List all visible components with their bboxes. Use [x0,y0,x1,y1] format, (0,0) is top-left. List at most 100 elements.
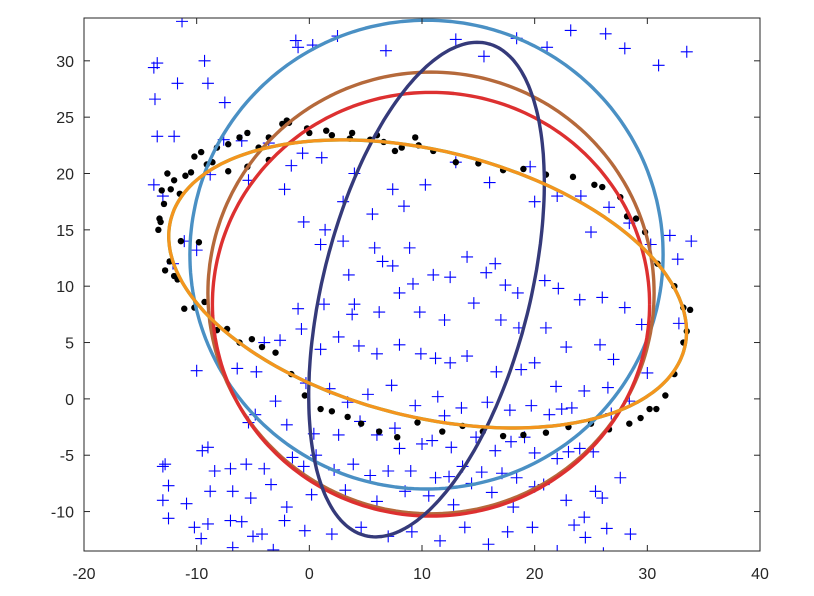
inlier-point [398,144,405,151]
outlier-point [614,471,627,484]
x-tick-label: 30 [638,566,656,583]
outlier-point [352,339,365,352]
outlier-point [386,259,399,272]
outlier-point [526,521,539,534]
inlier-point [170,177,178,184]
inlier-point [686,306,694,314]
outlier-point [298,524,311,537]
outlier-point [601,381,614,394]
outlier-point [224,462,237,475]
outlier-point [438,313,451,326]
outlier-point [382,464,395,477]
outlier-point [551,452,564,465]
inlier-point [191,153,198,160]
inlier-point [182,172,189,179]
ellipse-2 [206,70,656,516]
outlier-point [280,418,293,431]
x-tick-label: 10 [413,566,431,583]
inlier-point [653,405,660,413]
inlier-point [197,148,205,156]
x-tick-label: 0 [305,566,314,583]
y-tick-label: 25 [56,110,74,127]
outlier-point [406,277,419,290]
y-axis-ticks: -10 -5 0 5 10 15 20 25 30 [51,54,760,522]
outlier-point [218,96,231,109]
outlier-point [672,317,685,330]
inlier-point [272,349,279,356]
outlier-point [538,274,551,287]
outlier-point [528,446,541,459]
outlier-point [226,485,239,498]
outlier-point [579,531,592,544]
inlier-point [317,405,324,413]
outlier-point [490,365,503,378]
inlier-point [258,343,266,351]
outlier-point [201,441,214,454]
outlier-point [467,297,480,310]
x-tick-label: 20 [526,566,544,583]
outlier-point [226,541,239,551]
x-tick-label: -20 [72,566,95,583]
outlier-point [524,160,537,173]
inlier-point [344,413,351,421]
outlier-point [240,458,253,471]
inlier-point [637,414,644,422]
outlier-point [289,34,302,47]
outlier-point [379,44,392,57]
outlier-point [361,388,374,401]
outlier-point [278,183,291,196]
fitted-ellipses [166,18,689,539]
outlier-point [444,271,457,284]
outlier-point [594,338,607,351]
inlier-point [155,226,162,234]
outlier-point [295,323,308,336]
outlier-point [188,521,201,534]
outlier-point [393,286,406,299]
outlier-point [280,501,293,514]
outlier-point [501,525,514,538]
inlier-point [542,429,550,436]
outlier-point [507,501,520,514]
outlier-point [515,363,528,376]
outlier-point [434,534,447,547]
outlier-point [505,435,518,448]
y-tick-label: 30 [56,54,74,71]
inlier-point [181,305,188,312]
outlier-point [148,93,161,106]
outlier-point [297,215,310,228]
outlier-point [147,61,160,74]
y-tick-label: 15 [56,223,74,240]
inlier-point [520,431,527,439]
outlier-point [162,512,175,525]
outlier-point [292,302,305,315]
outlier-point [368,241,381,254]
outlier-point [565,401,578,414]
outlier-point [585,226,597,239]
outlier-point [503,404,516,417]
outlier-point [482,538,495,551]
outlier-point [156,494,169,507]
outlier-point [386,183,399,196]
outlier-point [461,350,474,363]
outlier-point [560,341,573,354]
inlier-point [414,419,421,426]
outlier-point [317,298,330,311]
outlier-point [429,352,442,365]
outlier-point [641,366,654,379]
outlier-point [477,50,490,63]
inlier-point [201,298,208,306]
outlier-point [445,441,458,454]
inlier-point [646,405,653,413]
outlier-point [403,241,416,254]
outlier-point [159,458,172,471]
outlier-point [385,379,398,392]
outlier-point [475,466,488,479]
outlier-point [346,308,359,321]
outlier-point [388,422,401,435]
inlier-point [626,420,633,427]
inlier-point [301,392,309,399]
inlier-point [357,420,365,427]
inlier-point [412,134,419,141]
outlier-point [296,147,309,160]
outlier-point [278,514,291,527]
